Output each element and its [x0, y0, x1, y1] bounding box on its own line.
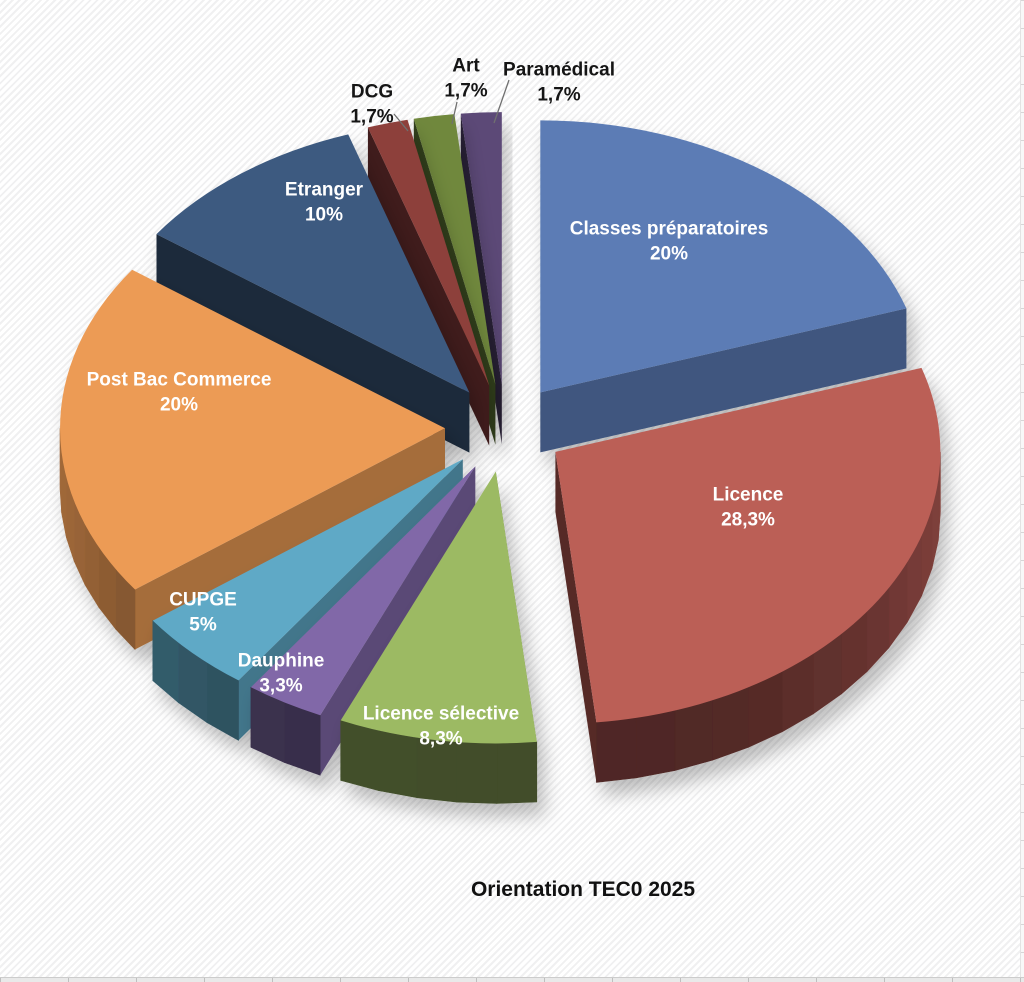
- pie-slice-side-wall: [555, 451, 597, 783]
- pie-slice[interactable]: [540, 120, 907, 393]
- pie-slice[interactable]: [413, 114, 496, 385]
- slice-label-name: Dauphine: [238, 651, 325, 672]
- pie-slice-group: [156, 134, 470, 453]
- slice-label-percent: 10%: [305, 205, 343, 226]
- pie-slice-rim: [456, 741, 498, 804]
- slice-label-percent: 1,7%: [350, 107, 393, 128]
- pie-slice[interactable]: [152, 459, 463, 681]
- slice-label-percent: 28,3%: [721, 510, 775, 531]
- slice-label-name: Paramédical: [503, 60, 615, 81]
- slice-label-name: Licence: [713, 485, 784, 506]
- slice-label-percent: 5%: [189, 615, 217, 636]
- pie-slice[interactable]: [555, 367, 941, 723]
- pie-slice-rim: [635, 710, 676, 779]
- pie-slice-group: [340, 471, 538, 804]
- slice-label-name: DCG: [351, 82, 393, 103]
- label-leader-line: [393, 113, 409, 132]
- pie-slice[interactable]: [250, 466, 476, 716]
- slice-label-percent: 8,3%: [419, 729, 462, 750]
- chart-title: Orientation TEC0 2025: [470, 878, 696, 901]
- pie-slice[interactable]: [60, 269, 445, 590]
- label-leader-line: [451, 101, 458, 125]
- slice-label-name: Licence sélective: [363, 704, 519, 725]
- slice-label-percent: 1,7%: [537, 85, 580, 106]
- pie-slice-side-wall: [156, 234, 470, 453]
- pie-slice-group: [555, 367, 941, 783]
- slice-label-percent: 1,7%: [444, 81, 487, 102]
- pie-slice-rim: [340, 720, 379, 791]
- spreadsheet-row-edge: [0, 977, 1024, 982]
- pie-slice-side-wall: [367, 127, 490, 446]
- slice-label-percent: 20%: [160, 395, 198, 416]
- pie-slice-side-wall: [540, 308, 907, 453]
- slice-label-percent: 20%: [650, 244, 688, 265]
- label-leader-line: [493, 79, 510, 124]
- slice-label-name: Post Bac Commerce: [87, 370, 272, 391]
- pie-slice-rim: [496, 741, 538, 804]
- pie-slice-rim: [377, 730, 418, 799]
- pie-slice-rim: [674, 699, 713, 771]
- slice-label-name: Art: [452, 56, 480, 77]
- spreadsheet-gridline-edge: [1020, 0, 1024, 982]
- slice-label-percent: 3,3%: [259, 676, 302, 697]
- pie-slice-group: [540, 120, 907, 453]
- slice-label-name: Etranger: [285, 180, 364, 201]
- pie-slice[interactable]: [156, 134, 470, 393]
- pie-slice[interactable]: [367, 119, 490, 386]
- slice-label-name: Classes préparatoires: [570, 219, 769, 240]
- pie-slice-group: [367, 119, 490, 446]
- pie-slice[interactable]: [340, 471, 537, 744]
- pie-slice[interactable]: [460, 112, 502, 385]
- pie-slice-rim: [596, 717, 637, 783]
- slice-label-name: CUPGE: [169, 590, 237, 611]
